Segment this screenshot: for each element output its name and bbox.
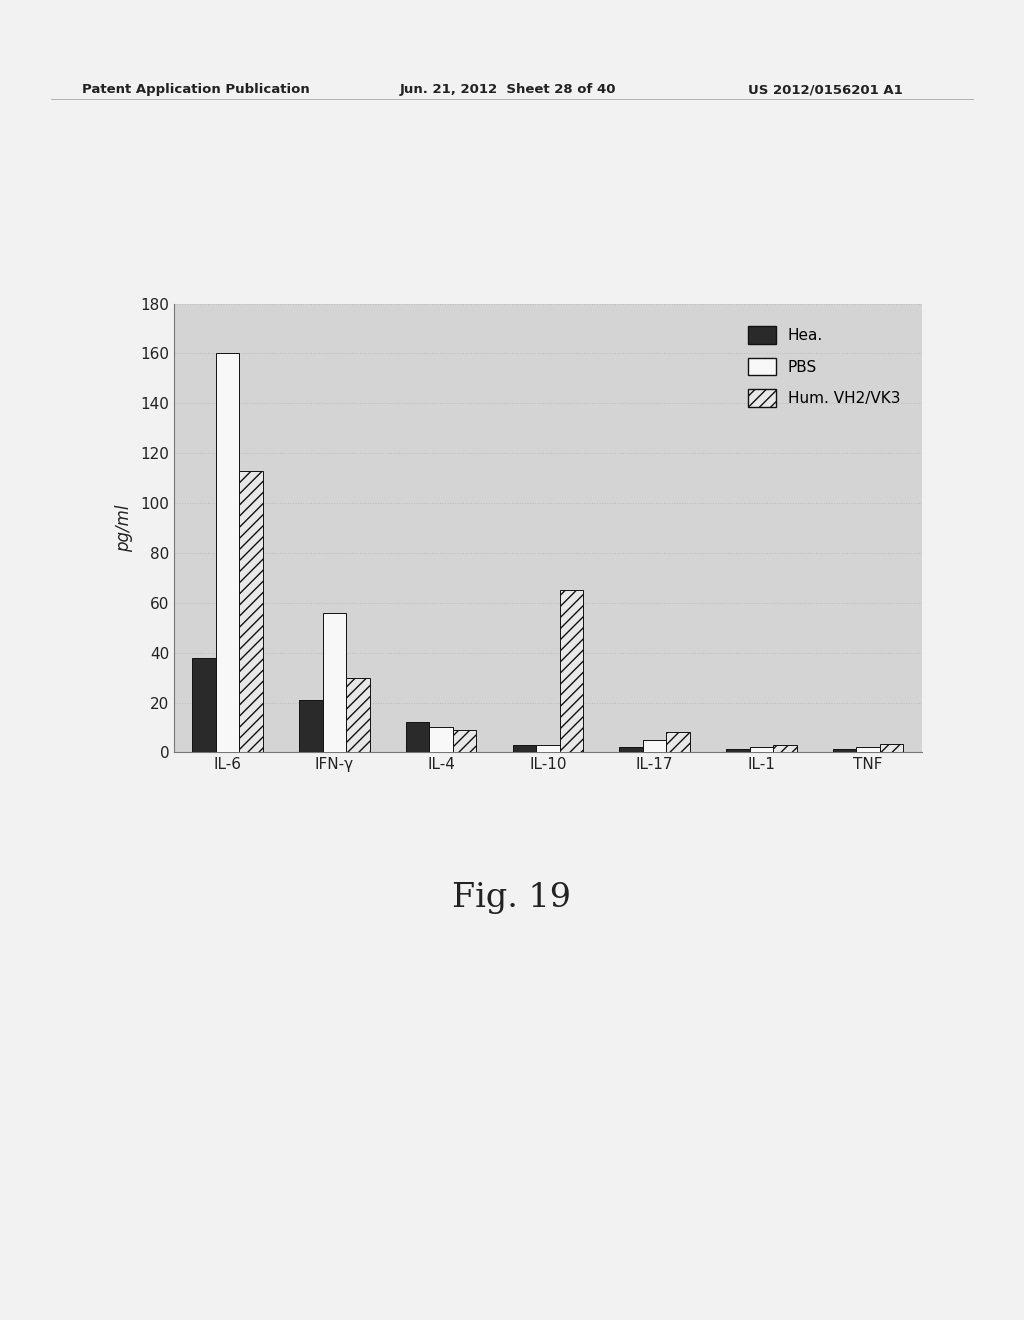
Bar (620, 747, 643, 752)
Text: Patent Application Publication: Patent Application Publication (82, 83, 309, 96)
Bar (406, 722, 429, 752)
Bar (453, 730, 476, 752)
Bar (726, 748, 750, 752)
Bar (513, 744, 537, 752)
Text: Jun. 21, 2012  Sheet 28 of 40: Jun. 21, 2012 Sheet 28 of 40 (399, 83, 615, 96)
Text: Fig. 19: Fig. 19 (453, 882, 571, 913)
Bar (750, 747, 773, 752)
Text: US 2012/0156201 A1: US 2012/0156201 A1 (748, 83, 902, 96)
Bar (299, 700, 323, 752)
Bar (773, 744, 797, 752)
Bar (833, 748, 856, 752)
Bar (240, 471, 263, 752)
Bar (346, 677, 370, 752)
Bar (559, 590, 583, 752)
Bar (667, 733, 690, 752)
Bar (323, 612, 346, 752)
Bar (880, 743, 903, 752)
Bar (856, 747, 880, 752)
Bar (537, 744, 559, 752)
Bar (643, 741, 667, 752)
Legend: Hea., PBS, Hum. VH2/VK3: Hea., PBS, Hum. VH2/VK3 (742, 321, 906, 413)
Bar (216, 354, 240, 752)
Bar (429, 727, 453, 752)
Bar (193, 657, 216, 752)
Y-axis label: pg/ml: pg/ml (116, 504, 133, 552)
